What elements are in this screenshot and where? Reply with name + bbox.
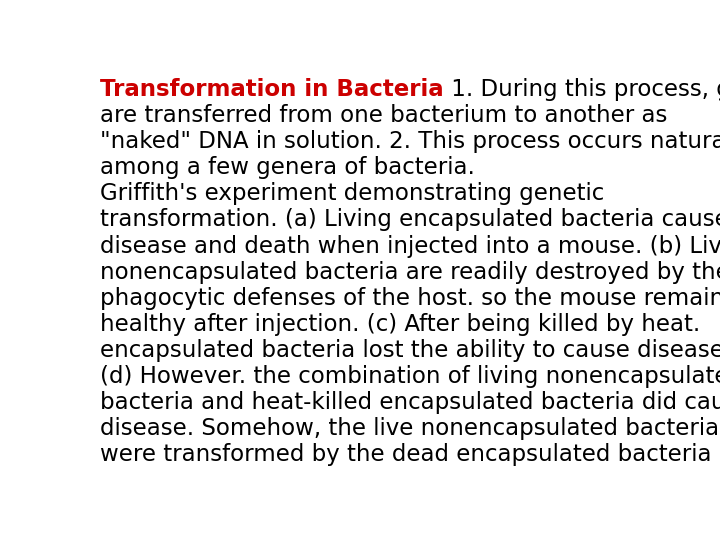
- Text: disease and death when injected into a mouse. (b) Living: disease and death when injected into a m…: [100, 234, 720, 258]
- Text: 1. During this process, genes: 1. During this process, genes: [444, 78, 720, 101]
- Text: phagocytic defenses of the host. so the mouse remained: phagocytic defenses of the host. so the …: [100, 287, 720, 309]
- Text: are transferred from one bacterium to another as: are transferred from one bacterium to an…: [100, 104, 667, 127]
- Text: Griffith's experiment demonstrating genetic: Griffith's experiment demonstrating gene…: [100, 183, 604, 205]
- Text: were transformed by the dead encapsulated bacteria: were transformed by the dead encapsulate…: [100, 443, 711, 466]
- Text: encapsulated bacteria lost the ability to cause disease.: encapsulated bacteria lost the ability t…: [100, 339, 720, 362]
- Text: Transformation in Bacteria: Transformation in Bacteria: [100, 78, 444, 101]
- Text: (d) However. the combination of living nonencapsulated: (d) However. the combination of living n…: [100, 365, 720, 388]
- Text: bacteria and heat-killed encapsulated bacteria did cause: bacteria and heat-killed encapsulated ba…: [100, 391, 720, 414]
- Text: nonencapsulated bacteria are readily destroyed by the: nonencapsulated bacteria are readily des…: [100, 261, 720, 284]
- Text: disease. Somehow, the live nonencapsulated bacteria: disease. Somehow, the live nonencapsulat…: [100, 417, 719, 440]
- Text: healthy after injection. (c) After being killed by heat.: healthy after injection. (c) After being…: [100, 313, 701, 336]
- Text: transformation. (a) Living encapsulated bacteria caused: transformation. (a) Living encapsulated …: [100, 208, 720, 232]
- Text: "naked" DNA in solution. 2. This process occurs naturally: "naked" DNA in solution. 2. This process…: [100, 130, 720, 153]
- Text: among a few genera of bacteria.: among a few genera of bacteria.: [100, 156, 475, 179]
